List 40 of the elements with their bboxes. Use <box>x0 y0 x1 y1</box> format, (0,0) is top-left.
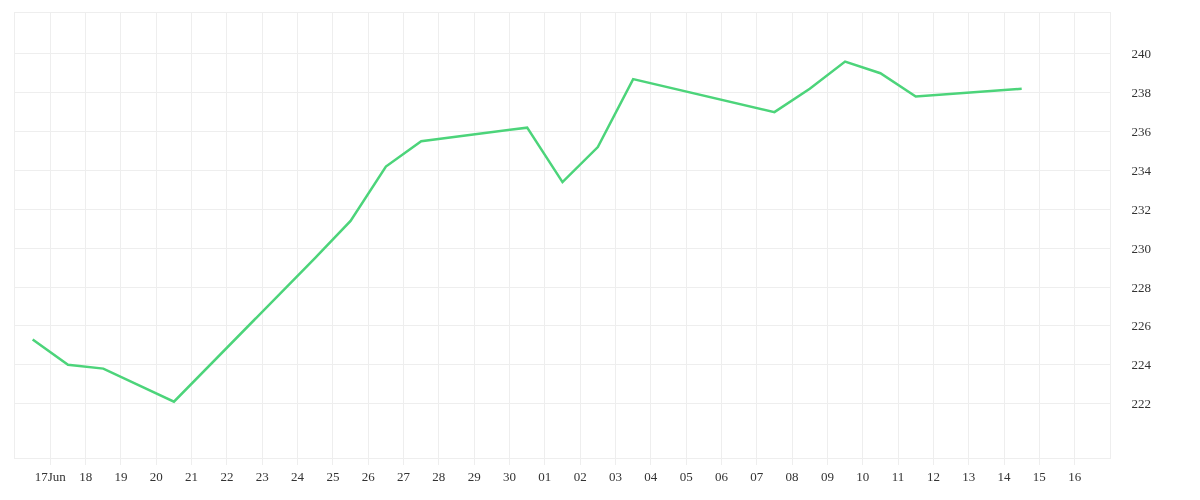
x-tick-label: 29 <box>467 468 481 484</box>
y-tick-label: 236 <box>1131 124 1152 140</box>
x-tick-label: 02 <box>573 468 587 484</box>
x-tick-label: 08 <box>785 468 799 484</box>
x-tick-label: 01 <box>538 468 552 484</box>
x-tick-label: 27 <box>397 468 411 484</box>
x-tick-label: 23 <box>255 468 269 484</box>
x-tick-label: 05 <box>679 468 693 484</box>
x-tick-label: 15 <box>1032 468 1046 484</box>
y-tick-label: 238 <box>1131 85 1152 101</box>
x-tick-label: 03 <box>608 468 622 484</box>
x-tick-label: 12 <box>926 468 940 484</box>
x-tick-label: 14 <box>997 468 1012 484</box>
x-tick-label: 22 <box>220 468 234 484</box>
x-tick-label: 06 <box>714 468 729 484</box>
x-tick-label: 04 <box>644 468 658 484</box>
y-tick-label: 224 <box>1131 357 1152 373</box>
y-tick-label: 228 <box>1131 279 1152 295</box>
x-tick-label: 09 <box>820 468 834 484</box>
x-tick-label: 13 <box>962 468 976 484</box>
x-tick-label: 10 <box>856 468 870 484</box>
y-tick-label: 234 <box>1131 162 1152 178</box>
y-tick-label: 222 <box>1131 396 1152 412</box>
y-tick-label: 230 <box>1131 240 1152 256</box>
y-tick-label: 226 <box>1131 318 1152 334</box>
x-tick-label: 24 <box>291 468 305 484</box>
y-tick-label: 232 <box>1131 201 1152 217</box>
x-tick-label: 11 <box>891 468 905 484</box>
x-tick-label: 18 <box>79 468 93 484</box>
x-tick-label: 16 <box>1068 468 1082 484</box>
y-tick-label: 240 <box>1131 46 1152 62</box>
x-tick-label: 26 <box>361 468 376 484</box>
x-tick-label: 21 <box>185 468 199 484</box>
x-tick-label: 25 <box>326 468 340 484</box>
x-tick-label: 20 <box>149 468 163 484</box>
x-tick-label: 07 <box>750 468 764 484</box>
x-tick-label: 19 <box>114 468 128 484</box>
x-tick-label: 30 <box>503 468 517 484</box>
x-tick-label: 17Jun <box>34 468 67 484</box>
x-tick-label: 28 <box>432 468 446 484</box>
